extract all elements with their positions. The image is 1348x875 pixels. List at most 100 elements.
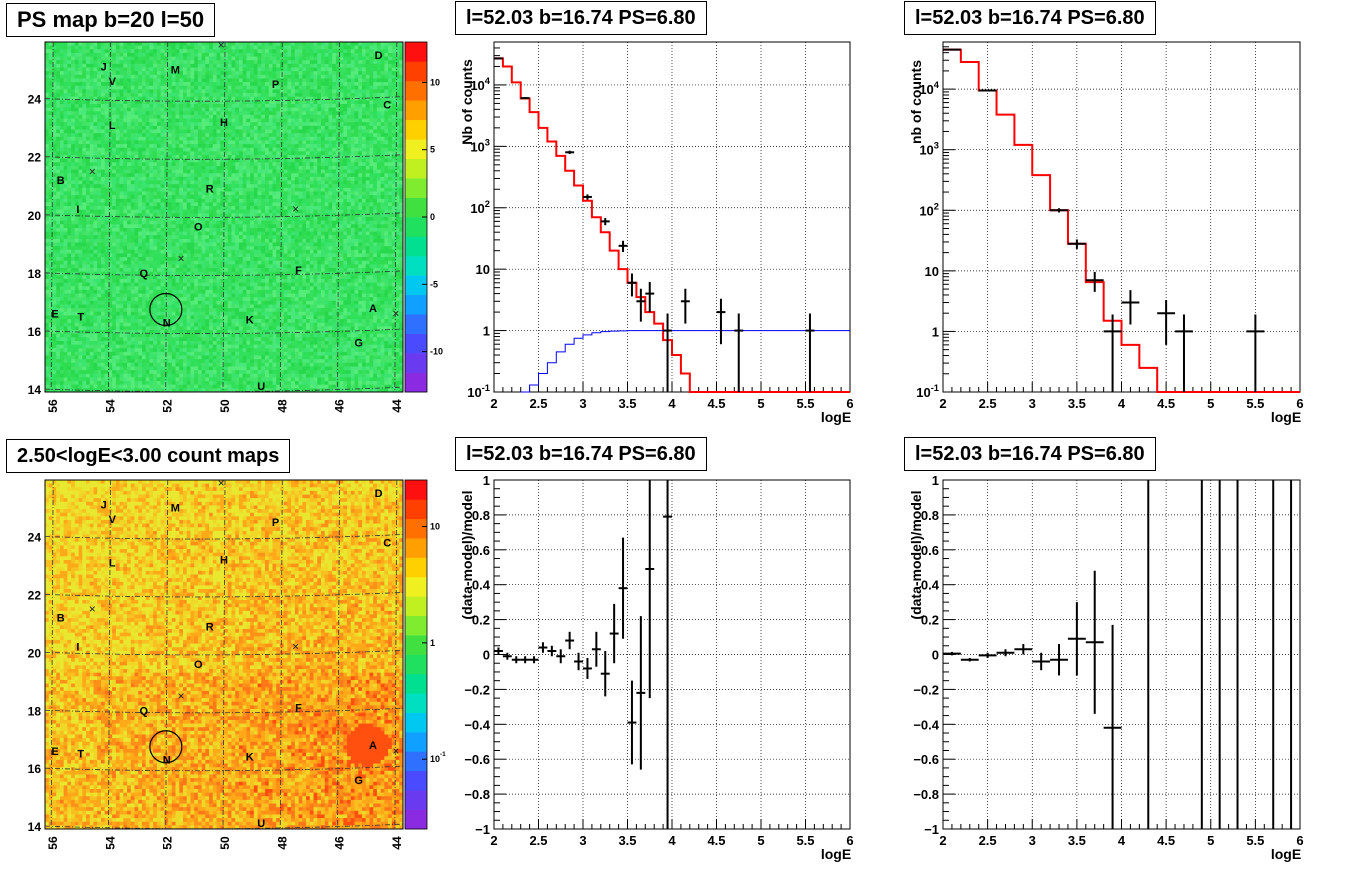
map-pixel (187, 133, 191, 137)
map-pixel (183, 130, 187, 134)
map-pixel (120, 82, 124, 86)
map-pixel (231, 170, 235, 174)
map-pixel (86, 191, 90, 195)
map-pixel (149, 195, 153, 199)
map-pixel (377, 162, 381, 166)
map-pixel (120, 126, 124, 130)
map-pixel (194, 115, 198, 119)
map-pixel (153, 64, 157, 68)
map-pixel (64, 202, 68, 206)
map-pixel (254, 151, 258, 155)
map-pixel (112, 159, 116, 163)
map-pixel (321, 195, 325, 199)
map-pixel (362, 210, 366, 214)
map-pixel (287, 93, 291, 97)
map-pixel (75, 191, 79, 195)
map-pixel (347, 100, 351, 104)
map-pixel (261, 130, 265, 134)
map-pixel (317, 217, 321, 221)
map-pixel (321, 126, 325, 130)
map-pixel (231, 224, 235, 228)
map-pixel (123, 64, 127, 68)
map-pixel (358, 82, 362, 86)
map-pixel (101, 53, 105, 57)
map-pixel (105, 100, 109, 104)
map-pixel (64, 97, 68, 101)
map-pixel (138, 104, 142, 108)
map-pixel (49, 122, 53, 126)
map-pixel (250, 181, 254, 185)
map-pixel (358, 122, 362, 126)
map-pixel (351, 213, 355, 217)
map-pixel (75, 173, 79, 177)
map-pixel (176, 93, 180, 97)
map-pixel (388, 126, 392, 130)
map-pixel (71, 202, 75, 206)
map-pixel (202, 151, 206, 155)
map-pixel (97, 170, 101, 174)
map-pixel (384, 68, 388, 72)
map-pixel (187, 78, 191, 82)
map-pixel (362, 100, 366, 104)
map-pixel (187, 228, 191, 232)
map-pixel (231, 210, 235, 214)
map-pixel (213, 130, 217, 134)
map-pixel (194, 191, 198, 195)
map-pixel (149, 111, 153, 115)
map-pixel (254, 221, 258, 225)
map-pixel (220, 78, 224, 82)
map-pixel (366, 104, 370, 108)
map-pixel (250, 89, 254, 93)
map-pixel (231, 82, 235, 86)
map-pixel (343, 57, 347, 61)
map-pixel (168, 148, 172, 152)
map-pixel (153, 119, 157, 123)
map-pixel (325, 144, 329, 148)
map-pixel (231, 137, 235, 141)
map-pixel (369, 173, 373, 177)
map-pixel (306, 86, 310, 90)
map-pixel (231, 195, 235, 199)
map-pixel (198, 166, 202, 170)
map-pixel (209, 173, 213, 177)
map-pixel (52, 130, 56, 134)
map-pixel (131, 202, 135, 206)
map-pixel (246, 140, 250, 144)
map-pixel (392, 184, 396, 188)
map-pixel (183, 155, 187, 159)
map-pixel (157, 126, 161, 130)
map-pixel (198, 57, 202, 61)
map-pixel (108, 217, 112, 221)
map-pixel (209, 111, 213, 115)
map-pixel (209, 228, 213, 232)
map-pixel (79, 166, 83, 170)
map-pixel (295, 140, 299, 144)
map-pixel (355, 100, 359, 104)
map-pixel (317, 159, 321, 163)
map-pixel (381, 75, 385, 79)
map-pixel (377, 78, 381, 82)
map-pixel (172, 57, 176, 61)
map-pixel (64, 232, 68, 236)
map-pixel (351, 78, 355, 82)
map-pixel (317, 100, 321, 104)
map-pixel (86, 57, 90, 61)
map-pixel (343, 108, 347, 112)
map-pixel (358, 224, 362, 228)
map-pixel (190, 210, 194, 214)
map-pixel (231, 151, 235, 155)
map-pixel (310, 119, 314, 123)
map-pixel (366, 49, 370, 53)
map-pixel (168, 49, 172, 53)
map-pixel (75, 228, 79, 232)
map-pixel (254, 108, 258, 112)
map-pixel (71, 217, 75, 221)
map-pixel (164, 151, 168, 155)
map-pixel (280, 57, 284, 61)
map-pixel (49, 89, 53, 93)
map-pixel (135, 166, 139, 170)
map-pixel (287, 206, 291, 210)
map-pixel (265, 86, 269, 90)
map-pixel (202, 82, 206, 86)
map-pixel (392, 82, 396, 86)
